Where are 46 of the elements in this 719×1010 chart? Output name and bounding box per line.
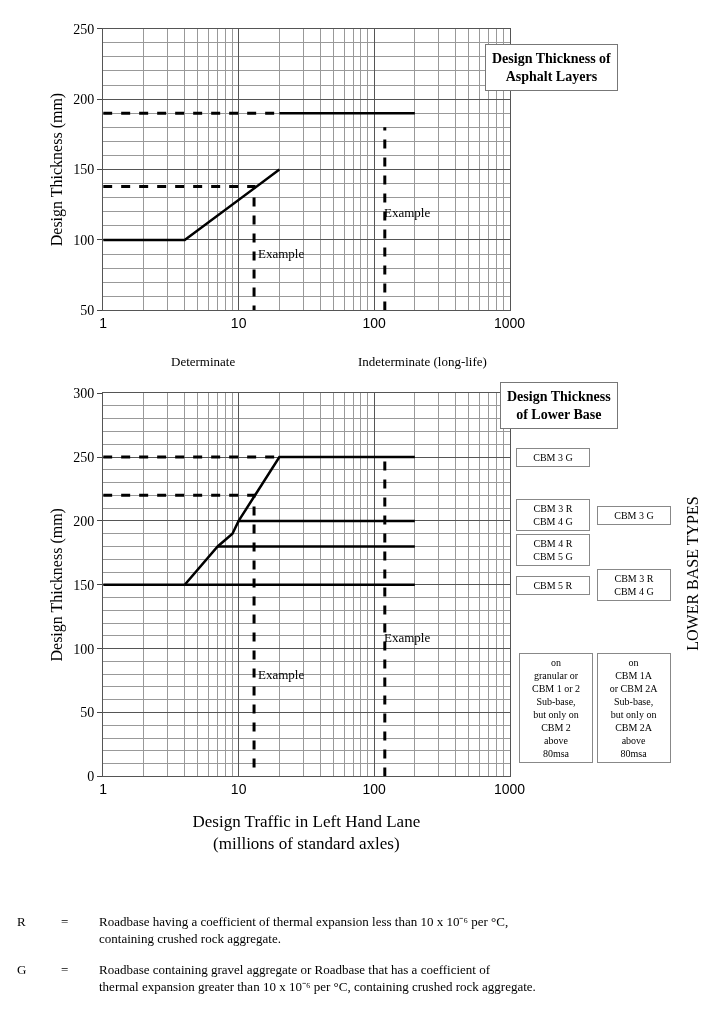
text: = <box>61 962 69 977</box>
text: Roadbase containing gravel aggregate or Roadbase that has a coefficient of thermal expansion greater than 10 x 10⁻⁶ per °C, containing crushed rock aggregate. <box>99 962 536 994</box>
text: on granular or CBM 1 or 2 Sub-base, but only on CBM 2 above 80msa <box>531 657 581 759</box>
text: LOWER BASE TYPES <box>683 496 701 651</box>
x-tick-label: 100 <box>362 315 386 332</box>
text: Design Thickness of Lower Base <box>507 389 612 423</box>
y-tick-label: 100 <box>73 641 95 657</box>
y-tick-label: 150 <box>73 577 95 593</box>
text: CBM 4 R CBM 5 G <box>533 538 573 562</box>
y-tick-label: 50 <box>80 303 95 319</box>
text: on CBM 1A or CBM 2A Sub-base, but only on CBM 2A above 80msa <box>609 657 659 759</box>
y-tick-label: 100 <box>73 232 95 248</box>
annotation: Example <box>258 667 305 682</box>
text: CBM 3 R CBM 4 G <box>614 573 654 597</box>
text: CBM 3 G <box>533 452 573 463</box>
y-axis-title: Design Thickness (mm) <box>48 508 67 662</box>
annotation: Example <box>384 205 431 220</box>
y-tick-label: 150 <box>73 162 95 178</box>
text: Roadbase having a coefficient of thermal expansion less than 10 x 10⁻⁶ per °C, containing crushed rock aggregate. <box>99 914 509 946</box>
text: G <box>17 962 27 977</box>
x-tick-label: 100 <box>362 781 386 798</box>
y-tick-label: 300 <box>73 386 95 402</box>
y-tick-label: 200 <box>73 92 95 108</box>
text: CBM 5 R <box>533 580 573 591</box>
text: = <box>61 914 69 929</box>
x-tick-label: 10 <box>230 315 247 332</box>
y-tick-label: 200 <box>73 513 95 529</box>
y-tick-label: 50 <box>80 705 95 721</box>
x-tick-label: 1000 <box>493 315 526 332</box>
text: CBM 3 G <box>614 510 654 521</box>
text: CBM 3 R CBM 4 G <box>533 503 573 527</box>
x-tick-label: 1 <box>99 315 108 332</box>
y-tick-label: 0 <box>87 769 95 785</box>
x-axis-title: Design Traffic in Left Hand Lane (millions of standard axles) <box>192 811 421 853</box>
text: R <box>17 914 26 929</box>
y-axis-title: Design Thickness (mm) <box>48 92 67 247</box>
x-tick-label: 1 <box>99 781 108 798</box>
text: Design Thickness of Asphalt Layers <box>492 51 612 85</box>
text: Indeterminate (long-life) <box>358 354 487 369</box>
annotation: Example <box>258 246 305 261</box>
y-tick-label: 250 <box>73 449 95 465</box>
text: Determinate <box>171 354 236 369</box>
annotation: Example <box>384 630 431 645</box>
x-tick-label: 10 <box>230 781 247 798</box>
x-tick-label: 1000 <box>493 781 526 798</box>
y-tick-label: 250 <box>73 21 95 37</box>
